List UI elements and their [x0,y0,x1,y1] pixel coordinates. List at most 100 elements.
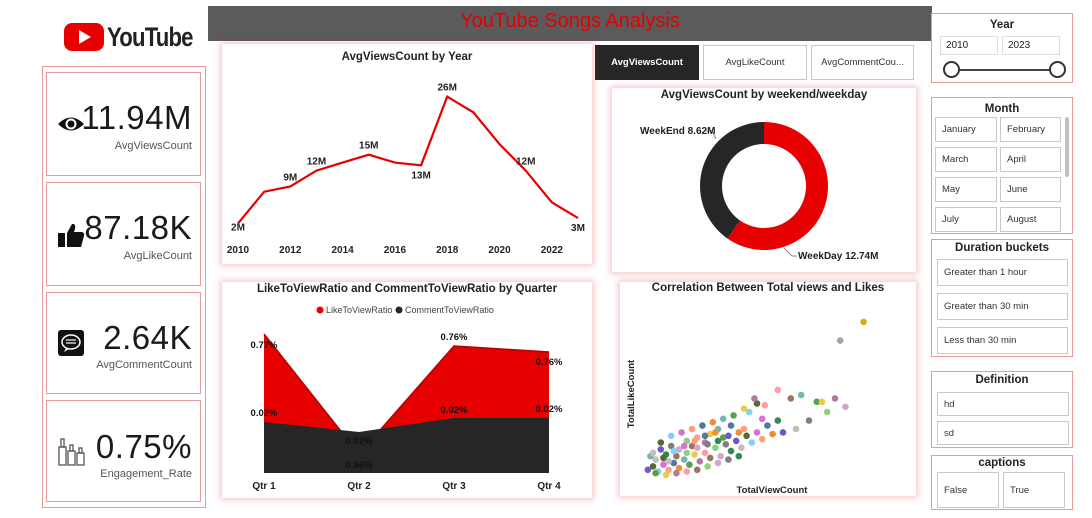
definition-option[interactable]: hd [937,392,1069,416]
scatter-point [649,449,657,457]
year-to-input[interactable]: 2023 [1002,36,1060,55]
month-option[interactable]: June [1000,177,1061,202]
scatter-point [831,395,839,402]
views-by-year-chart: 2M 9M 12M 15M 13M 26M 12M 3M 2010 2012 2014 2016 201… [227,83,585,256]
x-tick-label: 2012 [279,245,302,256]
legend-marker [316,306,324,314]
duration-option[interactable]: Less than 30 min [937,327,1068,354]
weekend-weekday-chart: WeekEnd 8.62M WeekDay 12.74M [640,122,878,262]
captions-option[interactable]: True [1003,472,1065,508]
scatter-point [683,449,691,457]
scatter-point [709,418,717,426]
scatter-point [693,444,701,451]
ratio-by-quarter-chart: LikeToViewRatio CommentToViewRatio 0.77% 0.… [251,305,563,492]
legend-marker [395,306,403,314]
metric-button-likes[interactable]: AvgLikeCount [703,45,807,80]
year-range-handle-end[interactable] [1049,61,1066,78]
ratio-by-quarter-panel: LikeToViewRatio and CommentToViewRatio b… [222,282,592,498]
scatter-point [769,430,776,438]
slice-label: WeekEnd 8.62M [640,126,715,137]
scatter-point [823,408,831,416]
month-option[interactable]: July [935,207,997,232]
duration-option[interactable]: Greater than 30 min [937,293,1068,320]
month-scrollbar[interactable] [1065,117,1069,177]
kpi-card-comments: 2.64K AvgCommentCount [46,292,201,394]
scatter-point [860,318,867,326]
scatter-point [667,442,675,450]
scatter-point [691,451,698,458]
data-label: 3M [571,223,585,234]
metric-button-comments[interactable]: AvgCommentCou... [811,45,914,80]
slicer-title: Duration buckets [955,242,1049,254]
scatter-point [704,463,711,470]
data-label: 0.76% [441,332,468,343]
scatter-point [753,429,761,436]
comment-icon [57,329,85,362]
page-title: YouTube Songs Analysis [460,10,680,32]
scatter-point [758,435,766,443]
month-option[interactable]: February [1000,117,1061,142]
scatter-point [714,459,722,467]
data-label: 0.02% [441,405,468,416]
views-likes-panel: Correlation Between Total views and Like… [620,282,916,496]
month-option[interactable]: April [1000,147,1061,172]
scatter-point [774,386,782,394]
scatter-point [696,458,704,465]
scatter-point [748,439,756,446]
scatter-point [727,422,735,429]
legend-label: CommentToViewRatio [405,305,494,315]
scatter-point [719,415,727,423]
scatter-point [683,437,691,445]
scatter-point [657,439,665,446]
x-tick-label: 2014 [331,245,354,256]
scatter-point [712,429,719,436]
data-label: 2M [231,222,245,233]
scatter-point [691,437,698,445]
scatter-point [699,422,706,429]
data-label: 0.76% [536,357,563,368]
year-range-handle-start[interactable] [943,61,960,78]
scatter-point [761,401,769,409]
scatter-point [701,449,709,457]
data-label: 26M [438,83,457,94]
duration-option[interactable]: Greater than 1 hour [937,259,1068,286]
scatter-point [675,464,683,472]
scatter-point [712,444,719,451]
metric-button-views[interactable]: AvgViewsCount [595,45,699,80]
x-tick-label: Qtr 2 [347,481,371,492]
scatter-point [730,412,737,419]
scatter-point [673,452,680,460]
leader-line [705,130,717,140]
month-option[interactable]: March [935,147,997,172]
title-bar [208,6,932,41]
scatter-point [714,437,722,445]
scatter-point [774,417,782,424]
month-option[interactable]: May [935,177,997,202]
definition-option[interactable]: sd [937,421,1069,445]
kpi-value: 2.64K [103,319,192,356]
legend-label: LikeToViewRatio [326,305,392,315]
month-option[interactable]: August [1000,207,1061,232]
scatter-point [693,466,701,474]
scatter-point [740,425,748,433]
x-tick-label: Qtr 1 [252,481,276,492]
x-axis-label: TotalViewCount [737,485,809,496]
scatter-point [738,444,745,451]
scatter-point [660,461,667,468]
kpi-column [42,66,206,508]
scatter-point [649,463,657,470]
x-tick-label: 2016 [384,245,407,256]
year-from-input[interactable]: 2010 [940,36,998,55]
data-label: 0.66% [346,460,373,471]
captions-option[interactable]: False [937,472,999,508]
scatter-point [751,395,758,402]
scatter-point [686,461,693,468]
month-option[interactable]: January [935,117,997,142]
donut-slice-weekday [727,122,828,251]
youtube-logo: YouTube [62,20,194,54]
kpi-value: 87.18K [84,209,192,246]
youtube-logo-text: YouTube [107,22,194,52]
x-tick-label: 2018 [436,245,459,256]
slicer-title: Year [989,19,1015,31]
scatter-point [657,446,665,453]
